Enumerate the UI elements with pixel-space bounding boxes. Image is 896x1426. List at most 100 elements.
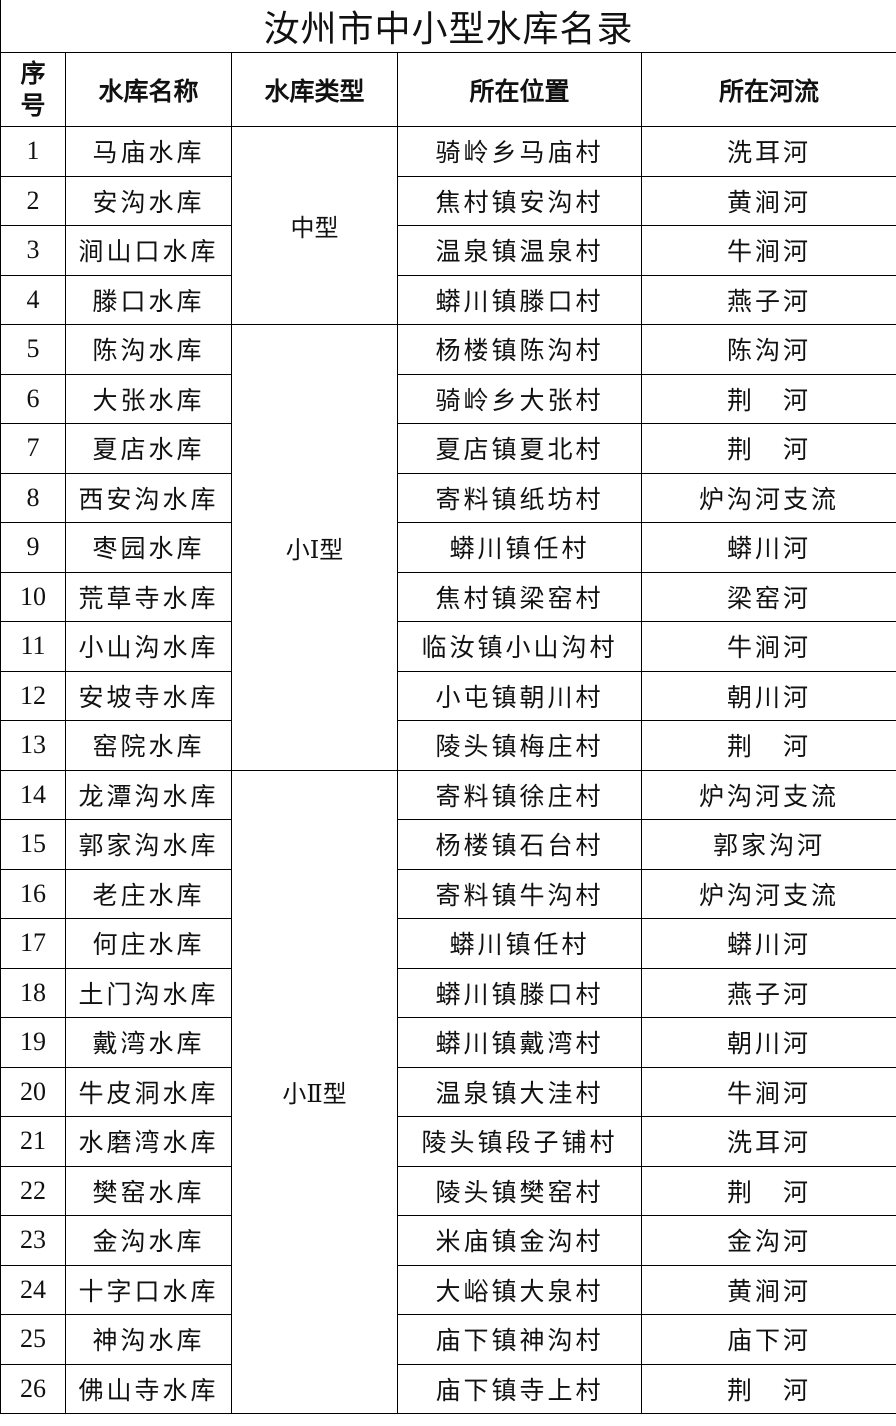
table-row: 1 马庙水库 中型 骑岭乡马庙村 洗耳河 [0, 126, 896, 325]
table-row: 15 郭家沟水库 杨楼镇石台村 郭家沟河 [0, 819, 896, 870]
cell-river: 黄涧河 [641, 175, 896, 226]
cell-location: 寄料镇牛沟村 [397, 868, 642, 919]
cell-river: 荆 河 [641, 423, 896, 474]
table-row: 7 夏店水库 夏店镇夏北村荆 河 [0, 423, 896, 474]
table-row: 10 荒草寺水库 焦村镇梁窑村 梁窑河 [0, 571, 896, 622]
table-row: 3 涧山口水库 温泉镇温泉村 牛涧河 [0, 225, 896, 276]
cell-name: 西安沟水库 [65, 472, 232, 523]
cell-name: 樊窑水库 [65, 1165, 232, 1216]
cell-river: 荆 河 [641, 1363, 896, 1414]
cell-name: 郭家沟水库 [65, 819, 232, 870]
cell-name: 荒草寺水库 [65, 571, 232, 622]
cell-location: 杨楼镇石台村 [397, 819, 642, 870]
cell-river: 牛涧河 [641, 621, 896, 672]
cell-name: 水磨湾水库 [65, 1116, 232, 1167]
table-row: 25 神沟水库 庙下镇神沟村 庙下河 [0, 1314, 896, 1365]
cell-location: 蟒川镇滕口村 [397, 967, 642, 1018]
cell-name: 滕口水库 [65, 274, 232, 325]
cell-type: 小Ⅱ型 [231, 769, 398, 1414]
cell-river: 庙下河 [641, 1314, 896, 1365]
cell-seq: 6 [0, 373, 66, 424]
cell-location: 米庙镇金沟村 [397, 1215, 642, 1266]
cell-seq: 12 [0, 670, 66, 721]
cell-name: 窑院水库 [65, 720, 232, 771]
cell-name: 陈沟水库 [65, 324, 232, 375]
table-row: 21 水磨湾水库 陵头镇段子铺村 洗耳河 [0, 1116, 896, 1167]
table-row: 26 佛山寺水库 庙下镇寺上村荆 河 [0, 1363, 896, 1414]
cell-location: 骑岭乡马庙村 [397, 126, 642, 177]
table-row: 12 安坡寺水库 小屯镇朝川村 朝川河 [0, 670, 896, 721]
cell-location: 小屯镇朝川村 [397, 670, 642, 721]
cell-name: 小山沟水库 [65, 621, 232, 672]
cell-seq: 26 [0, 1363, 66, 1414]
cell-river: 牛涧河 [641, 1066, 896, 1117]
cell-seq: 9 [0, 522, 66, 573]
cell-location: 温泉镇大洼村 [397, 1066, 642, 1117]
table-header: 序号 水库名称 水库类型 所在位置 所在河流 [0, 52, 896, 127]
cell-river: 金沟河 [641, 1215, 896, 1266]
cell-river: 荆 河 [641, 1165, 896, 1216]
cell-seq: 1 [0, 126, 66, 177]
cell-name: 金沟水库 [65, 1215, 232, 1266]
cell-name: 枣园水库 [65, 522, 232, 573]
cell-river: 陈沟河 [641, 324, 896, 375]
cell-river: 荆 河 [641, 373, 896, 424]
cell-name: 龙潭沟水库 [65, 769, 232, 820]
cell-seq: 17 [0, 918, 66, 969]
cell-location: 大峪镇大泉村 [397, 1264, 642, 1315]
cell-river: 朝川河 [641, 1017, 896, 1068]
cell-seq: 13 [0, 720, 66, 771]
cell-river: 荆 河 [641, 720, 896, 771]
table-row: 6 大张水库 骑岭乡大张村荆 河 [0, 373, 896, 424]
cell-seq: 10 [0, 571, 66, 622]
cell-location: 焦村镇梁窑村 [397, 571, 642, 622]
table-row: 13 窑院水库 陵头镇梅庄村荆 河 [0, 720, 896, 771]
cell-location: 蟒川镇滕口村 [397, 274, 642, 325]
cell-location: 蟒川镇戴湾村 [397, 1017, 642, 1068]
table-row: 4 滕口水库 蟒川镇滕口村 燕子河 [0, 274, 896, 325]
cell-type: 小Ⅰ型 [231, 324, 398, 771]
cell-seq: 19 [0, 1017, 66, 1068]
cell-river: 炉沟河支流 [641, 868, 896, 919]
table-row: 2 安沟水库 焦村镇安沟村 黄涧河 [0, 175, 896, 226]
cell-seq: 15 [0, 819, 66, 870]
cell-location: 陵头镇樊窑村 [397, 1165, 642, 1216]
cell-name: 大张水库 [65, 373, 232, 424]
cell-location: 蟒川镇任村 [397, 522, 642, 573]
cell-location: 陵头镇梅庄村 [397, 720, 642, 771]
table-row: 24 十字口水库 大峪镇大泉村 黄涧河 [0, 1264, 896, 1315]
cell-name: 何庄水库 [65, 918, 232, 969]
cell-name: 戴湾水库 [65, 1017, 232, 1068]
cell-seq: 22 [0, 1165, 66, 1216]
cell-location: 杨楼镇陈沟村 [397, 324, 642, 375]
cell-location: 寄料镇徐庄村 [397, 769, 642, 820]
table-row: 17 何庄水库 蟒川镇任村 蟒川河 [0, 918, 896, 969]
cell-seq: 7 [0, 423, 66, 474]
cell-seq: 18 [0, 967, 66, 1018]
table-row: 8 西安沟水库 寄料镇纸坊村 炉沟河支流 [0, 472, 896, 523]
cell-location: 焦村镇安沟村 [397, 175, 642, 226]
cell-seq: 3 [0, 225, 66, 276]
cell-river: 黄涧河 [641, 1264, 896, 1315]
cell-seq: 25 [0, 1314, 66, 1365]
table-row: 16 老庄水库 寄料镇牛沟村 炉沟河支流 [0, 868, 896, 919]
cell-name: 安坡寺水库 [65, 670, 232, 721]
cell-location: 庙下镇寺上村 [397, 1363, 642, 1414]
cell-seq: 8 [0, 472, 66, 523]
cell-river: 炉沟河支流 [641, 472, 896, 523]
cell-seq: 16 [0, 868, 66, 919]
cell-river: 燕子河 [641, 967, 896, 1018]
header-river: 所在河流 [641, 52, 896, 127]
cell-location: 夏店镇夏北村 [397, 423, 642, 474]
cell-seq: 14 [0, 769, 66, 820]
cell-river: 炉沟河支流 [641, 769, 896, 820]
header-seq: 序号 [0, 52, 66, 127]
cell-seq: 4 [0, 274, 66, 325]
cell-seq: 24 [0, 1264, 66, 1315]
table-row: 20 牛皮洞水库 温泉镇大洼村 牛涧河 [0, 1066, 896, 1117]
cell-river: 朝川河 [641, 670, 896, 721]
table-row: 19 戴湾水库 蟒川镇戴湾村 朝川河 [0, 1017, 896, 1068]
header-name: 水库名称 [65, 52, 232, 127]
page-title: 汝州市中小型水库名录 [0, 0, 896, 53]
